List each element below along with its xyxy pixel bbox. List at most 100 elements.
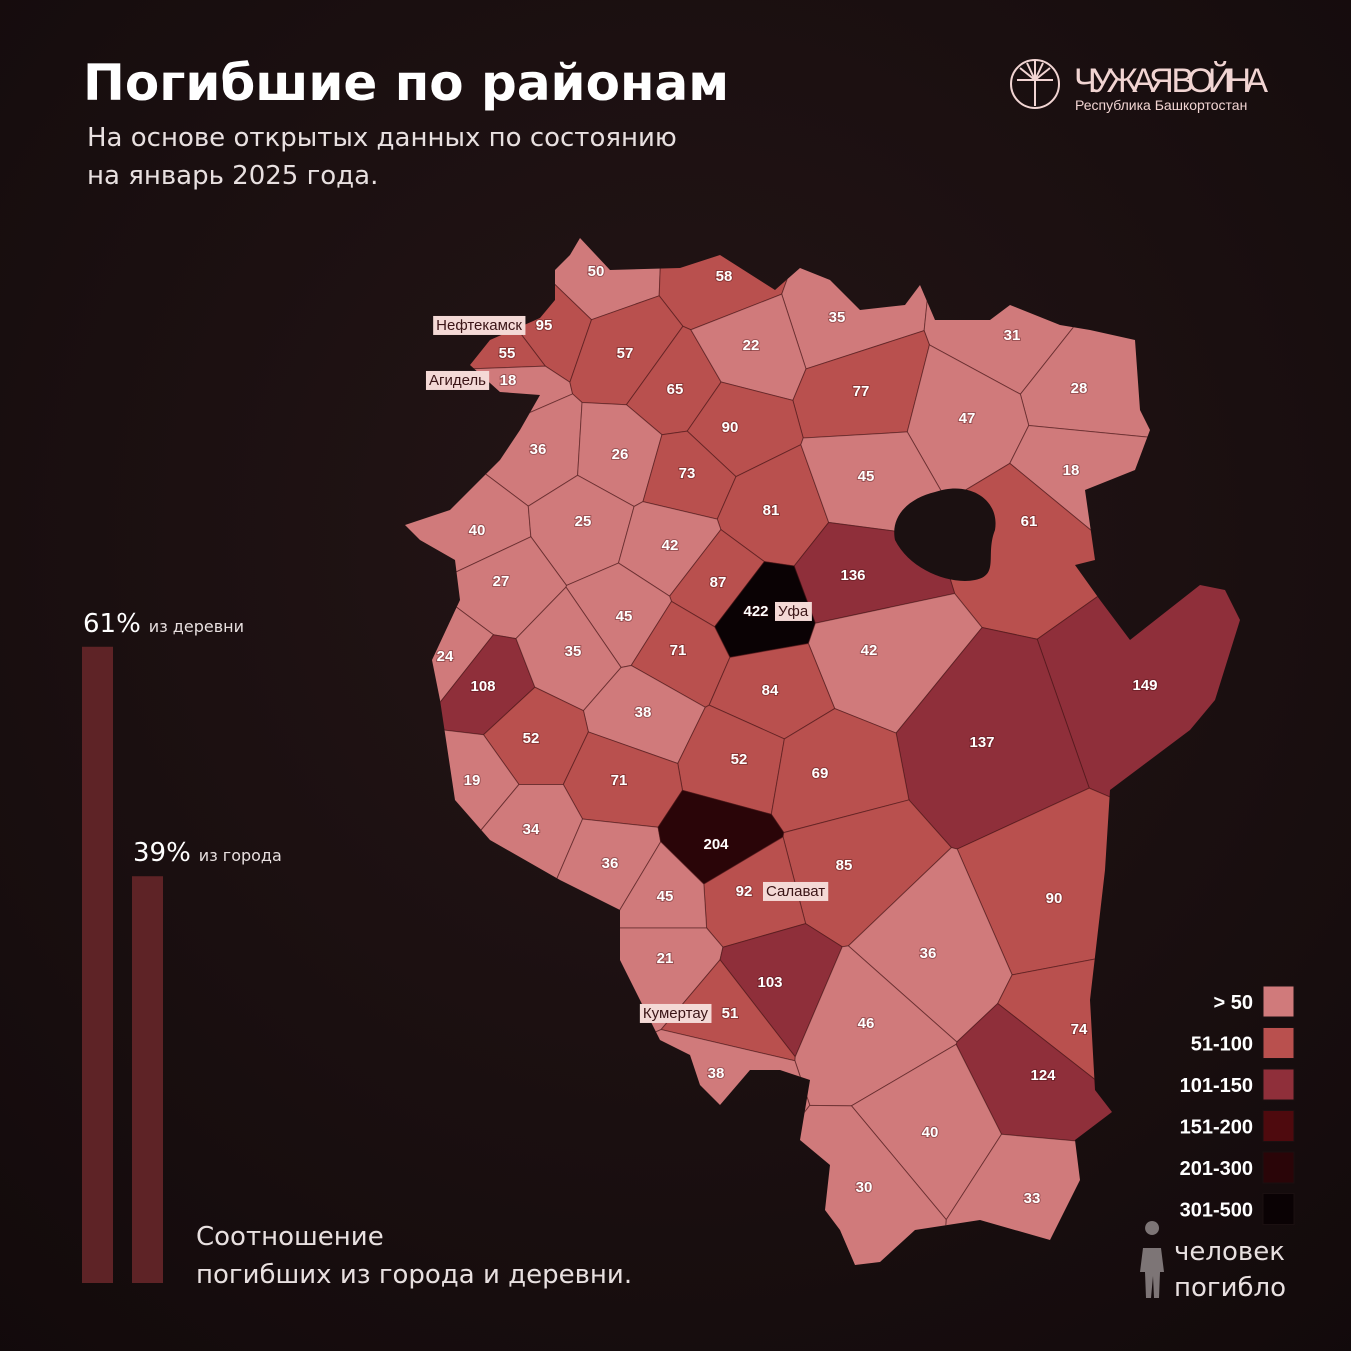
district-value: 90: [722, 419, 739, 436]
district-value: 55: [499, 345, 516, 362]
district-value: 45: [657, 888, 674, 905]
logo-title: ЧУЖАЯ ВОЙНА: [1074, 62, 1268, 100]
district-value: 73: [679, 465, 696, 482]
legend-label: 301-500: [1180, 1200, 1253, 1222]
reservoir: [894, 488, 996, 581]
legend-label: > 50: [1214, 992, 1253, 1014]
district-value: 84: [762, 682, 779, 699]
district-value: 24: [437, 648, 454, 665]
district-value: 108: [470, 678, 495, 695]
district-value: 42: [662, 537, 679, 554]
subtitle: На основе открытых данных по состоянию: [87, 123, 677, 153]
stats: 61% из деревни 39% из города: [82, 609, 282, 1283]
district-value: 26: [612, 446, 629, 463]
stat-text: из деревни: [149, 617, 244, 636]
legend-swatch: [1262, 1193, 1295, 1225]
person-icon: [1140, 1221, 1164, 1298]
district-value: 69: [812, 765, 829, 782]
district-value: 149: [1132, 677, 1157, 694]
legend-swatch: [1262, 1110, 1295, 1142]
legend-label: 201-300: [1180, 1158, 1253, 1180]
district-value: 38: [635, 704, 652, 721]
city-label: Нефтекамск: [436, 317, 522, 334]
legend-swatch: [1262, 1068, 1295, 1101]
district-value: 35: [565, 643, 582, 660]
subtitle: на январь 2025 года.: [87, 161, 378, 191]
district-value: 103: [757, 974, 782, 991]
caption: Соотношение: [196, 1222, 384, 1252]
caption: погибших из города и деревни.: [196, 1260, 632, 1290]
district-value: 92: [736, 883, 753, 900]
district-value: 45: [616, 608, 633, 625]
city-label-box: [639, 1003, 712, 1023]
logo-subtitle: Республика Башкортостан: [1075, 97, 1247, 113]
district-value: 27: [493, 573, 510, 590]
stat-bar: [82, 646, 113, 1283]
district-value: 65: [667, 381, 684, 398]
legend-swatch: [1262, 1027, 1295, 1059]
district-value: 90: [1046, 890, 1063, 907]
district-value: 40: [469, 522, 486, 539]
legend-caption: погибло: [1174, 1273, 1286, 1303]
district-value: 36: [920, 945, 937, 962]
legend-swatch: [1262, 1151, 1295, 1184]
district-value: 18: [1063, 462, 1080, 479]
district-value: 71: [670, 642, 687, 659]
district-value: 47: [959, 410, 976, 427]
city-label: Салават: [766, 883, 825, 900]
district-value: 137: [969, 734, 994, 751]
district-value: 81: [763, 502, 780, 519]
district-value: 34: [523, 821, 540, 838]
legend-label: 151-200: [1180, 1117, 1253, 1139]
district-value: 422: [743, 603, 768, 620]
city-label-box: [775, 601, 812, 621]
district-value: 28: [1071, 380, 1088, 397]
district-value: 136: [840, 567, 865, 584]
district-value: 30: [856, 1179, 873, 1196]
map-labels: 50 58 35 31 28 95 Нефтекамск 55 18 Агидель 57 65 22 7…: [425, 262, 1159, 1208]
city-label-box: [433, 315, 526, 335]
title: Погибшие по районам: [83, 54, 729, 112]
district-value: 36: [602, 855, 619, 872]
district-value: 33: [1024, 1190, 1041, 1207]
district-value: 58: [716, 268, 733, 285]
district-value: 38: [708, 1065, 725, 1082]
district-value: 18: [500, 372, 517, 389]
district-value: 57: [617, 345, 634, 362]
district-value: 204: [703, 836, 729, 853]
district-value: 124: [1030, 1067, 1056, 1084]
legend-label: 101-150: [1180, 1075, 1253, 1097]
stat-label: 61%: [83, 609, 141, 639]
district-value: 46: [858, 1015, 875, 1032]
legend-swatch: [1262, 985, 1295, 1018]
logo-icon: [1010, 59, 1060, 109]
city-label: Агидель: [429, 372, 486, 389]
legend-caption: человек: [1174, 1237, 1285, 1267]
district-value: 31: [1004, 327, 1021, 344]
district-value: 61: [1021, 513, 1038, 530]
district-value: 36: [530, 441, 547, 458]
district-value: 74: [1071, 1021, 1088, 1038]
district-value: 77: [853, 383, 870, 400]
stat-text: из города: [199, 846, 282, 865]
district-value: 25: [575, 513, 592, 530]
district-value: 51: [722, 1005, 739, 1022]
city-label-box: [425, 370, 490, 390]
stat-bar: [132, 876, 163, 1283]
city-label: Кумертау: [643, 1005, 709, 1022]
district-value: 71: [611, 772, 628, 789]
district-value: 52: [731, 751, 748, 768]
district-value: 52: [523, 730, 540, 747]
district-value: 95: [536, 317, 553, 334]
district-value: 42: [861, 642, 878, 659]
district-value: 35: [829, 309, 846, 326]
district-value: 21: [657, 950, 674, 967]
district-value: 22: [743, 337, 760, 354]
district-value: 19: [464, 772, 481, 789]
district-value: 87: [710, 574, 727, 591]
stat-label: 39%: [133, 838, 191, 868]
legend-label: 51-100: [1191, 1034, 1253, 1056]
district-value: 50: [588, 263, 605, 280]
city-label: Уфа: [778, 603, 809, 620]
